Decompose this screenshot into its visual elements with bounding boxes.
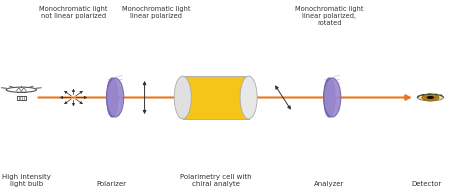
Text: Monochromatic light
not linear polarized: Monochromatic light not linear polarized bbox=[39, 6, 108, 19]
Ellipse shape bbox=[417, 94, 444, 101]
Text: Polarizer: Polarizer bbox=[96, 181, 127, 187]
Circle shape bbox=[422, 94, 439, 101]
Ellipse shape bbox=[107, 78, 124, 117]
Ellipse shape bbox=[107, 78, 118, 117]
Ellipse shape bbox=[240, 76, 257, 119]
Ellipse shape bbox=[324, 78, 341, 117]
Text: Polarimetry cell with
chiral analyte: Polarimetry cell with chiral analyte bbox=[180, 174, 252, 187]
Text: Analyzer: Analyzer bbox=[314, 181, 345, 187]
Ellipse shape bbox=[324, 78, 335, 117]
Text: Detector: Detector bbox=[411, 181, 442, 187]
Text: High intensity
light bulb: High intensity light bulb bbox=[1, 174, 51, 187]
Bar bbox=[183, 76, 249, 119]
Circle shape bbox=[427, 96, 434, 99]
Ellipse shape bbox=[174, 76, 191, 119]
Text: Monochromatic light
linear polarized: Monochromatic light linear polarized bbox=[122, 6, 191, 19]
Text: Monochromatic light
linear polarized,
rotated: Monochromatic light linear polarized, ro… bbox=[295, 6, 364, 26]
